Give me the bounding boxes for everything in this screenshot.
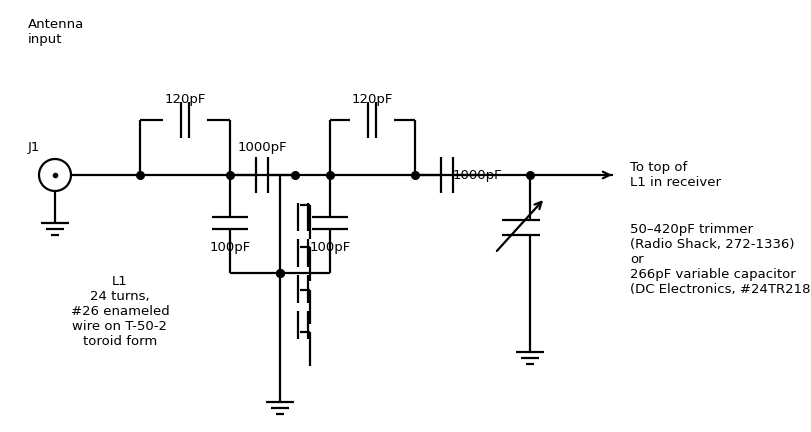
Text: 1000pF: 1000pF (452, 168, 502, 181)
Text: 100pF: 100pF (209, 241, 251, 254)
Text: To top of
L1 in receiver: To top of L1 in receiver (629, 161, 720, 189)
Text: J1: J1 (28, 142, 41, 155)
Text: 100pF: 100pF (309, 241, 350, 254)
Text: L1
24 turns,
#26 enameled
wire on T-50-2
toroid form: L1 24 turns, #26 enameled wire on T-50-2… (71, 275, 169, 348)
Text: 50–420pF trimmer
(Radio Shack, 272-1336)
or
266pF variable capacitor
(DC Electro: 50–420pF trimmer (Radio Shack, 272-1336)… (629, 223, 811, 296)
Text: Antenna
input: Antenna input (28, 18, 84, 46)
Text: 120pF: 120pF (351, 93, 393, 107)
Text: 1000pF: 1000pF (238, 142, 287, 155)
Text: 120pF: 120pF (164, 93, 205, 107)
